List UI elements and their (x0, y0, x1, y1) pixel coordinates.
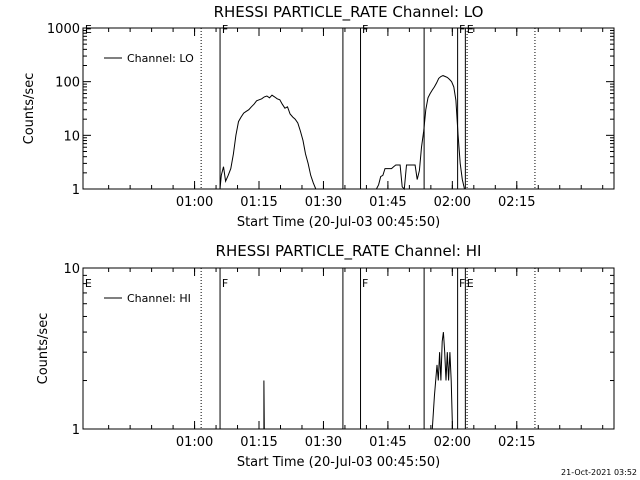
x-tick-label: 01:15 (240, 195, 277, 210)
chart-title: RHESSI PARTICLE_RATE Channel: HI (216, 242, 482, 261)
event-marker-label: F (362, 23, 368, 36)
chart-title: RHESSI PARTICLE_RATE Channel: LO (214, 3, 484, 22)
x-tick-label: 01:15 (240, 435, 277, 450)
x-tick-label: 01:45 (369, 195, 406, 210)
legend-label: Channel: LO (127, 52, 194, 65)
data-series-line (431, 332, 453, 430)
event-marker-label: E (85, 23, 92, 36)
y-tick-label: 1000 (47, 22, 80, 37)
event-marker-label: F (459, 23, 465, 36)
y-tick-label: 1 (72, 423, 80, 438)
event-marker-label: F (362, 277, 368, 290)
plot-frame (82, 27, 615, 190)
event-marker-label: E (467, 277, 474, 290)
y-axis-label: Counts/sec (36, 313, 51, 385)
x-tick-label: 02:00 (434, 435, 471, 450)
plot-timestamp: 21-Oct-2021 03:52 (561, 468, 637, 477)
x-tick-label: 01:45 (369, 435, 406, 450)
data-series-line (375, 75, 465, 191)
event-marker-label: F (222, 23, 228, 36)
x-axis-label: Start Time (20-Jul-03 00:45:50) (237, 455, 440, 470)
y-tick-label: 100 (55, 76, 80, 91)
event-marker-label: F (222, 277, 228, 290)
x-tick-label: 01:30 (305, 435, 342, 450)
x-tick-label: 01:00 (176, 195, 213, 210)
data-series-line (219, 94, 317, 190)
x-tick-label: 02:00 (434, 195, 471, 210)
x-tick-label: 02:15 (498, 195, 535, 210)
x-tick-label: 01:30 (305, 195, 342, 210)
event-marker-label: E (467, 23, 474, 36)
x-tick-label: 02:15 (498, 435, 535, 450)
x-axis-label: Start Time (20-Jul-03 00:45:50) (237, 215, 440, 230)
y-tick-label: 10 (63, 262, 80, 277)
y-axis-label: Counts/sec (22, 73, 37, 145)
event-marker-label: F (459, 277, 465, 290)
y-tick-label: 10 (63, 129, 80, 144)
plot-frame (82, 267, 615, 430)
event-marker-label: E (85, 277, 92, 290)
x-tick-label: 01:00 (176, 435, 213, 450)
y-tick-label: 1 (72, 183, 80, 198)
legend-label: Channel: HI (127, 292, 191, 305)
